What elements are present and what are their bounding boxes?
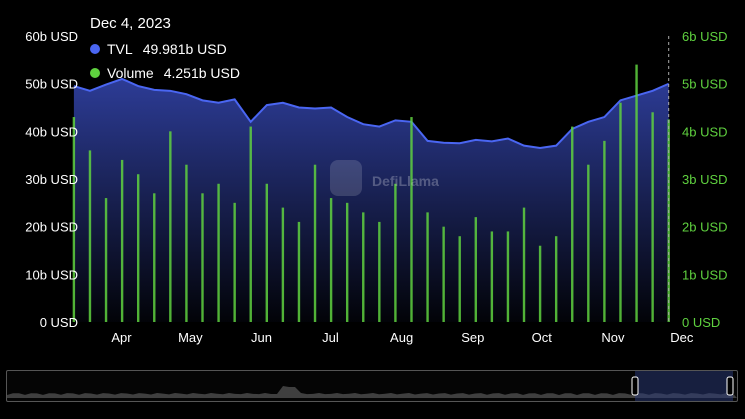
y-right-tick-label: 6b USD — [682, 29, 728, 44]
volume-bar — [522, 207, 526, 322]
tooltip-tvl-value: 49.981b USD — [142, 41, 227, 57]
y-left-tick-label: 0 USD — [40, 315, 78, 330]
volume-bar — [442, 226, 445, 322]
volume-bar — [458, 236, 461, 322]
volume-bar — [474, 217, 477, 322]
volume-bar — [490, 231, 494, 322]
volume-bar — [538, 245, 542, 322]
volume-bar — [506, 231, 510, 322]
x-tick-label: Jul — [322, 330, 339, 345]
volume-bar — [619, 102, 622, 322]
y-right-tick-label: 2b USD — [682, 220, 728, 235]
tvl-legend-dot — [90, 44, 100, 54]
volume-bar — [104, 198, 108, 322]
volume-bar — [217, 183, 220, 322]
y-left-tick-label: 10b USD — [25, 267, 78, 282]
y-left-tick-label: 40b USD — [25, 124, 78, 139]
volume-bar — [233, 202, 236, 322]
tooltip-date: Dec 4, 2023 — [90, 15, 171, 32]
volume-bar — [169, 131, 172, 322]
y-right-tick-label: 4b USD — [682, 124, 728, 139]
volume-legend-dot — [90, 68, 100, 78]
watermark-logo-icon — [330, 160, 362, 196]
x-tick-label: Dec — [670, 330, 694, 345]
y-left-tick-label: 20b USD — [25, 220, 78, 235]
volume-bar — [281, 207, 285, 322]
x-tick-label: Jun — [251, 330, 272, 345]
y-left-tick-label: 60b USD — [25, 29, 78, 44]
tooltip-volume-row: Volume 4.251b USD — [90, 61, 240, 85]
tvl-area — [73, 78, 669, 323]
volume-bar — [120, 159, 124, 322]
volume-bar — [313, 164, 317, 322]
volume-bar — [378, 221, 381, 322]
volume-bar — [362, 212, 365, 322]
brush-right-handle[interactable] — [726, 376, 734, 396]
volume-bar — [635, 64, 638, 322]
watermark-text: DefiLlama — [372, 173, 439, 189]
brush-left-handle[interactable] — [631, 376, 639, 396]
tooltip-tvl-label: TVL — [107, 41, 133, 57]
volume-bar — [136, 174, 140, 322]
volume-bar — [297, 221, 301, 322]
x-tick-label: Oct — [532, 330, 553, 345]
chart-tooltip: Dec 4, 2023 TVL 49.981b USD Volume 4.251… — [90, 15, 240, 85]
volume-bar — [201, 193, 204, 322]
y-left-tick-label: 30b USD — [25, 172, 78, 187]
volume-bar — [329, 198, 333, 322]
tooltip-volume-label: Volume — [107, 65, 154, 81]
tooltip-tvl-row: TVL 49.981b USD — [90, 37, 240, 61]
volume-bar — [88, 150, 92, 322]
volume-bar — [153, 193, 156, 322]
y-right-tick-label: 5b USD — [682, 77, 728, 92]
volume-bar — [345, 202, 349, 322]
y-right-tick-label: 1b USD — [682, 267, 728, 282]
volume-bar — [249, 126, 252, 322]
volume-bar — [554, 236, 558, 322]
tooltip-volume-value: 4.251b USD — [163, 65, 240, 81]
x-tick-label: May — [178, 330, 203, 345]
volume-bar — [265, 183, 269, 322]
brush-sparkline — [7, 386, 737, 398]
y-right-tick-label: 3b USD — [682, 172, 728, 187]
x-tick-label: Apr — [111, 330, 132, 345]
x-tick-label: Nov — [601, 330, 625, 345]
brush-minimap — [7, 371, 737, 401]
volume-bar — [571, 126, 574, 322]
brush-selection — [635, 371, 733, 401]
y-right-tick-label: 0 USD — [682, 315, 720, 330]
volume-bar — [72, 117, 76, 323]
x-tick-label: Sep — [461, 330, 484, 345]
volume-bar — [667, 119, 670, 323]
volume-bar — [603, 140, 606, 322]
volume-bar — [426, 212, 429, 322]
tvl-line — [73, 77, 670, 150]
volume-bar — [587, 164, 590, 322]
x-tick-label: Aug — [390, 330, 413, 345]
y-left-tick-label: 50b USD — [25, 77, 78, 92]
volume-bar — [185, 164, 188, 322]
volume-bar — [410, 117, 413, 323]
range-brush[interactable] — [6, 370, 738, 402]
volume-bar — [394, 183, 397, 322]
volume-bar — [651, 112, 654, 323]
